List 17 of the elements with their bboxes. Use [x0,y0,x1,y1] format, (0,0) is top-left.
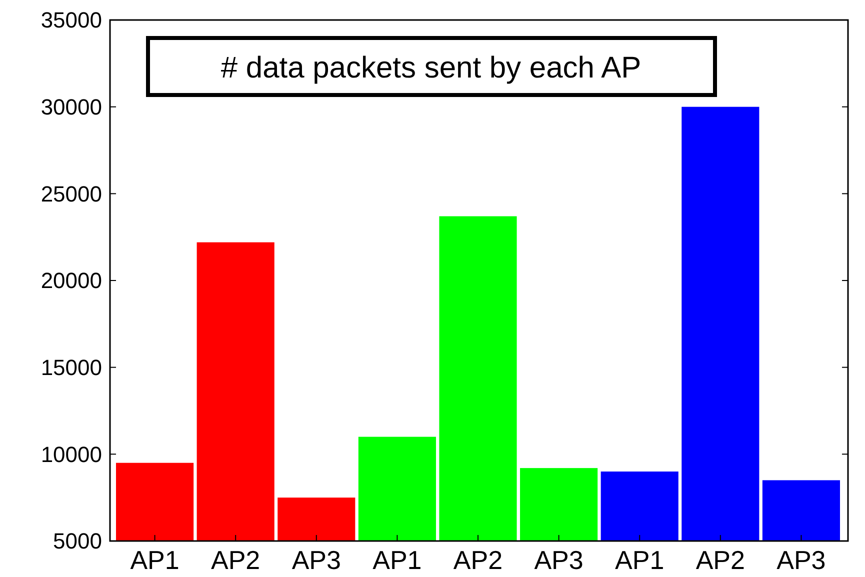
text: # data packets sent by each AP [220,52,642,84]
x-tick-label: AP2 [453,545,503,575]
y-tick-label: 35000 [40,8,102,33]
y-tick-label: 10000 [40,442,102,467]
y-tick-label: 25000 [40,181,102,206]
x-tick-label: AP3 [292,545,341,575]
x-tick-label: AP3 [776,545,826,575]
x-tick-label: AP1 [615,545,664,575]
x-tick-label: AP2 [696,545,745,575]
x-tick-label: AP2 [211,545,260,575]
y-tick-label: 15000 [40,355,102,380]
y-tick-label: 5000 [53,528,102,554]
x-tick-label: AP1 [372,545,422,575]
y-tick-label: 30000 [40,94,102,120]
x-tick-label: AP1 [130,545,180,575]
y-tick-label: 20000 [40,268,102,294]
x-tick-label: AP3 [534,545,584,575]
